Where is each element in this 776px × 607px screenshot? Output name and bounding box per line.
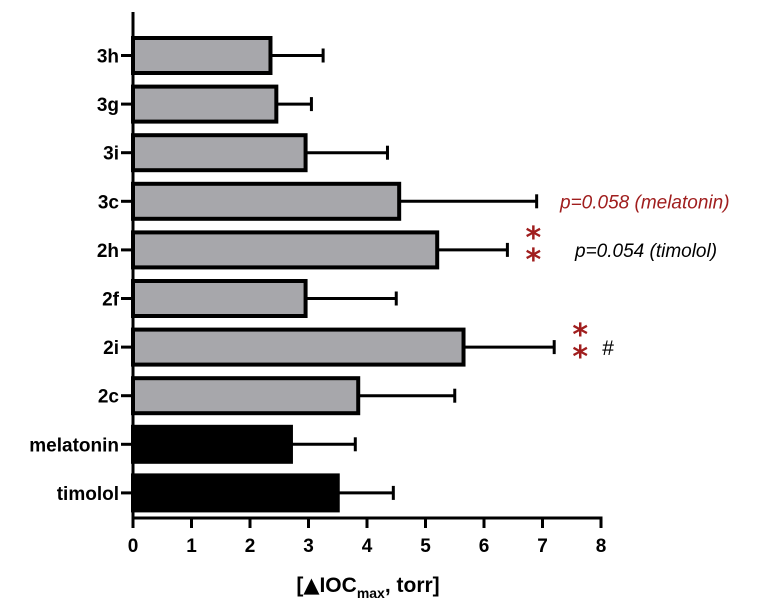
significance-hash-2i: # xyxy=(602,337,614,360)
bar-timolol xyxy=(131,473,340,513)
bar-3g xyxy=(131,84,279,124)
bar-3h xyxy=(131,36,273,75)
p-value-annotation-2h: p=0.054 (timolol) xyxy=(574,241,717,262)
significance-star-2i-2: * xyxy=(572,340,588,375)
p-value-annotation-3c: p=0.058 (melatonin) xyxy=(559,192,730,213)
y-tick-label-3i: 3i xyxy=(103,144,119,165)
y-tick-label-3c: 3c xyxy=(98,192,120,213)
significance-star-2h-1: * xyxy=(526,221,542,256)
y-tick-label-2h: 2h xyxy=(97,241,119,262)
x-tick-label-7: 7 xyxy=(537,536,548,557)
bar-2f xyxy=(131,279,308,318)
x-tick-label-2: 2 xyxy=(245,536,256,557)
x-tick-label-3: 3 xyxy=(303,536,314,557)
significance-star-2i-1: * xyxy=(572,318,588,353)
bar-2i xyxy=(131,327,466,367)
x-tick-label-1: 1 xyxy=(186,536,197,557)
error-bars-layer xyxy=(270,48,556,500)
y-tick-label-3h: 3h xyxy=(97,47,119,68)
significance-star-2h-2: * xyxy=(526,243,542,278)
y-tick-label-timolol: timolol xyxy=(57,484,119,505)
y-tick-label-melatonin: melatonin xyxy=(29,435,119,456)
bar-3c xyxy=(131,181,402,221)
x-axis-title-sub: max xyxy=(357,585,385,601)
bar-melatonin xyxy=(131,424,293,464)
x-axis-title-rest: , torr] xyxy=(385,574,440,597)
x-tick-label-5: 5 xyxy=(420,536,431,557)
x-tick-label-8: 8 xyxy=(596,536,607,557)
x-tick-label-6: 6 xyxy=(479,536,490,557)
delta-icon: ▲ xyxy=(303,573,320,597)
y-tick-label-3g: 3g xyxy=(97,95,119,116)
x-tick-label-0: 0 xyxy=(128,536,139,557)
bar-3i xyxy=(131,133,308,173)
y-tick-label-2c: 2c xyxy=(98,387,120,408)
x-axis-title-open: [ xyxy=(296,574,303,597)
annotations-layer: p=0.058 (melatonin)p=0.054 (timolol)****… xyxy=(526,192,730,375)
y-tick-label-2i: 2i xyxy=(103,338,119,359)
axes-layer: 3h 3g 3i 3c 2h 2f 2i 2c melatonin timolol 0 1 2 3 4 5 6 7… xyxy=(29,12,606,557)
bar-2c xyxy=(131,376,361,416)
bar-2h xyxy=(131,230,440,270)
x-axis-title-main: IOC xyxy=(319,574,356,597)
x-tick-label-4: 4 xyxy=(362,536,373,557)
y-tick-label-2f: 2f xyxy=(102,290,120,311)
bars-layer xyxy=(131,36,466,513)
x-axis-title: [▲IOCmax, torr] xyxy=(296,573,439,601)
